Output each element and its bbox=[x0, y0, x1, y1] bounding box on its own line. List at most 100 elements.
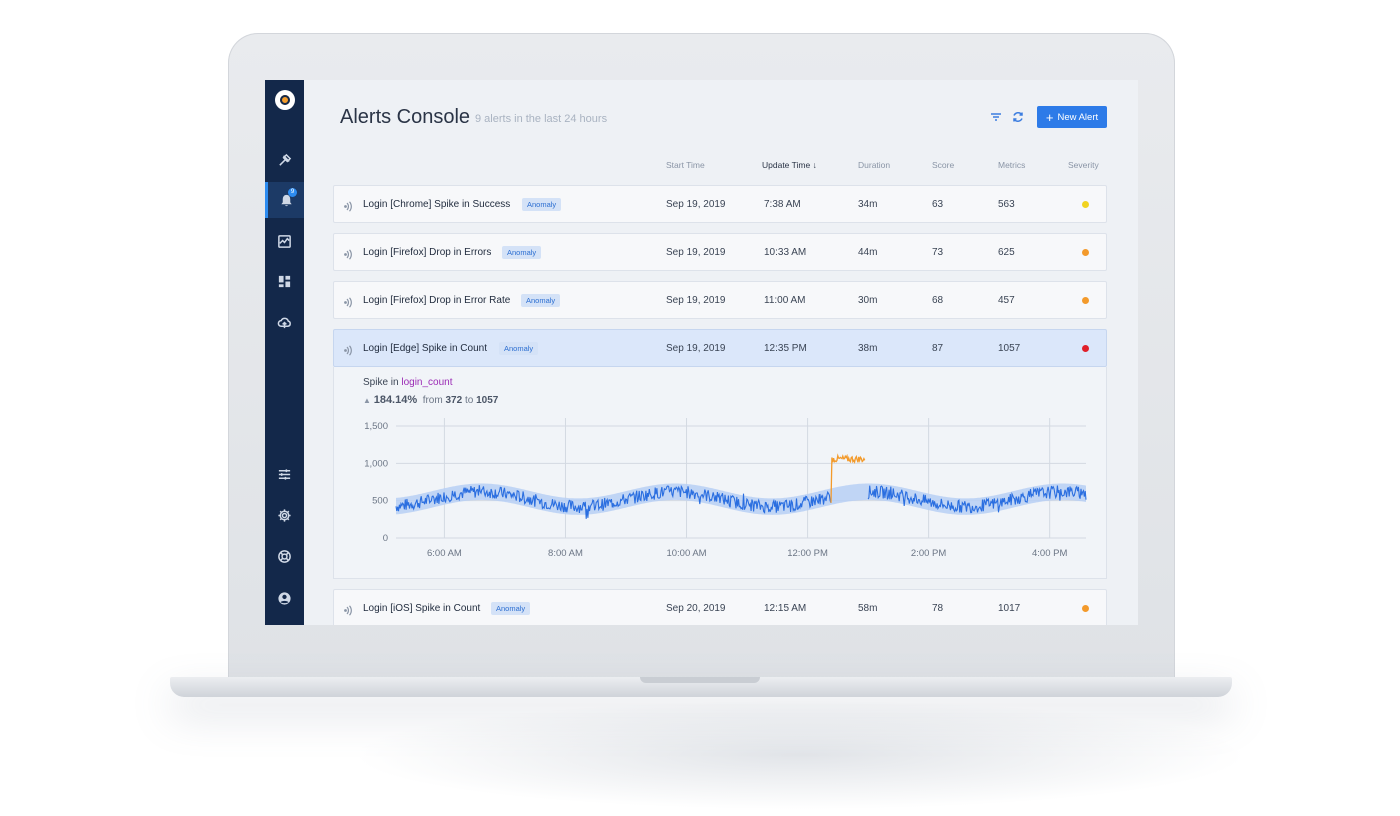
cloud-upload-icon[interactable] bbox=[265, 304, 304, 340]
update-time: 10:33 AM bbox=[764, 247, 807, 258]
metric-chart[interactable]: 1,500 1,000 500 0 6:00 AM 8:00 AM 10:00 AM 12:0… bbox=[334, 412, 1108, 579]
score: 63 bbox=[932, 199, 944, 210]
signal-icon bbox=[344, 343, 354, 356]
alert-name: Login [Edge] Spike in Count bbox=[363, 343, 487, 354]
start-time: Sep 19, 2019 bbox=[666, 295, 726, 306]
page-subtitle: 9 alerts in the last 24 hours bbox=[475, 113, 608, 125]
sort-down-icon: ↓ bbox=[812, 160, 817, 170]
new-alert-label: New Alert bbox=[1057, 111, 1099, 123]
signal-icon bbox=[344, 199, 354, 212]
metrics: 1057 bbox=[998, 343, 1021, 354]
start-time: Sep 19, 2019 bbox=[666, 199, 726, 210]
x-tick-label: 8:00 AM bbox=[548, 548, 583, 559]
alert-row[interactable]: Login [Edge] Spike in Count Anomaly Sep 19… bbox=[333, 329, 1107, 367]
metrics: 457 bbox=[998, 295, 1015, 306]
duration: 44m bbox=[858, 247, 878, 258]
severity-dot bbox=[1082, 297, 1089, 304]
sliders-icon[interactable] bbox=[265, 456, 304, 492]
explore-icon[interactable] bbox=[265, 142, 304, 178]
plus-icon: + bbox=[1045, 109, 1054, 125]
update-time: 7:38 AM bbox=[764, 199, 801, 210]
start-time: Sep 19, 2019 bbox=[666, 247, 726, 258]
spike-description: Spike in login_count bbox=[363, 377, 453, 388]
gear-icon[interactable] bbox=[265, 497, 304, 533]
laptop-notch bbox=[640, 677, 760, 683]
alert-name: Login [Firefox] Drop in Errors bbox=[363, 247, 492, 258]
score: 73 bbox=[932, 247, 944, 258]
col-score[interactable]: Score bbox=[932, 160, 955, 170]
anomaly-tag: Anomaly bbox=[499, 342, 539, 355]
alert-row[interactable]: Login [Firefox] Drop in Errors Anomaly Sep… bbox=[333, 233, 1107, 271]
sidebar: 9 bbox=[265, 80, 304, 625]
y-tick-label: 500 bbox=[372, 496, 388, 507]
activity-icon[interactable] bbox=[265, 223, 304, 259]
anomaly-tag: Anomaly bbox=[491, 602, 531, 615]
col-metrics[interactable]: Metrics bbox=[998, 160, 1026, 170]
x-tick-label: 6:00 AM bbox=[427, 548, 462, 559]
page-title: Alerts Console bbox=[340, 106, 471, 128]
from-value: 372 bbox=[445, 395, 463, 406]
spike-delta: ▲ 184.14% from 372 to 1057 bbox=[363, 394, 498, 406]
main-panel: Alerts Console 9 alerts in the last 24 h… bbox=[304, 80, 1138, 625]
severity-dot bbox=[1082, 605, 1089, 612]
laptop-base bbox=[170, 677, 1232, 697]
col-severity[interactable]: Severity bbox=[1068, 160, 1099, 170]
to-label: to bbox=[464, 395, 474, 406]
refresh-icon[interactable] bbox=[1011, 110, 1025, 124]
col-update-time[interactable]: Update Time ↓ bbox=[762, 160, 817, 170]
x-tick-label: 4:00 PM bbox=[1032, 548, 1067, 559]
login-count-series bbox=[395, 484, 1087, 519]
x-tick-label: 12:00 PM bbox=[787, 548, 828, 559]
update-time: 11:00 AM bbox=[764, 295, 806, 306]
duration: 34m bbox=[858, 199, 878, 210]
duration: 38m bbox=[858, 343, 878, 354]
new-alert-button[interactable]: + New Alert bbox=[1037, 106, 1107, 128]
start-time: Sep 20, 2019 bbox=[666, 603, 726, 614]
col-update-time-label: Update Time bbox=[762, 160, 811, 170]
duration: 58m bbox=[858, 603, 878, 614]
alert-name: Login [Chrome] Spike in Success bbox=[363, 199, 511, 210]
from-label: from bbox=[422, 395, 443, 406]
alert-name: Login [iOS] Spike in Count bbox=[363, 603, 481, 614]
metrics: 625 bbox=[998, 247, 1015, 258]
severity-dot bbox=[1082, 249, 1089, 256]
user-icon[interactable] bbox=[265, 580, 304, 616]
signal-icon bbox=[344, 295, 354, 308]
score: 87 bbox=[932, 343, 944, 354]
score: 78 bbox=[932, 603, 944, 614]
y-tick-label: 1,000 bbox=[364, 458, 388, 469]
alerts-badge: 9 bbox=[288, 188, 297, 197]
spike-metric-link[interactable]: login_count bbox=[401, 377, 453, 388]
anomaly-tag: Anomaly bbox=[502, 246, 542, 259]
anomaly-series bbox=[830, 453, 866, 503]
metrics: 1017 bbox=[998, 603, 1021, 614]
alert-row[interactable]: Login [Chrome] Spike in Success Anomaly Se… bbox=[333, 185, 1107, 223]
alerts-icon[interactable]: 9 bbox=[265, 182, 304, 218]
alert-row[interactable]: Login [Firefox] Drop in Error Rate Anomal… bbox=[333, 281, 1107, 319]
anomaly-tag: Anomaly bbox=[521, 294, 561, 307]
severity-dot bbox=[1082, 201, 1089, 208]
alert-name: Login [Firefox] Drop in Error Rate bbox=[363, 295, 511, 306]
x-tick-label: 10:00 AM bbox=[666, 548, 706, 559]
delta-percent: 184.14% bbox=[373, 394, 418, 406]
filter-icon[interactable] bbox=[989, 110, 1003, 124]
expected-range-band bbox=[396, 483, 1086, 515]
duration: 30m bbox=[858, 295, 878, 306]
laptop-shadow bbox=[350, 700, 1250, 810]
support-icon[interactable] bbox=[265, 538, 304, 574]
y-tick-label: 1,500 bbox=[364, 421, 388, 432]
col-start-time[interactable]: Start Time bbox=[666, 160, 705, 170]
alert-detail-panel: Spike in login_count ▲ 184.14% from 372 … bbox=[333, 367, 1107, 579]
logo-icon bbox=[275, 90, 295, 110]
update-time: 12:15 AM bbox=[764, 603, 807, 614]
arrow-up-icon: ▲ bbox=[363, 396, 371, 405]
dashboard-icon[interactable] bbox=[265, 263, 304, 299]
metrics: 563 bbox=[998, 199, 1015, 210]
update-time: 12:35 PM bbox=[764, 343, 807, 354]
signal-icon bbox=[344, 603, 354, 616]
col-duration[interactable]: Duration bbox=[858, 160, 891, 170]
screen: 9 Alerts Console 9 alerts in the last 24… bbox=[265, 80, 1138, 625]
alert-row[interactable]: Login [iOS] Spike in Count Anomaly Sep 20,… bbox=[333, 589, 1107, 625]
score: 68 bbox=[932, 295, 944, 306]
spike-prefix: Spike in bbox=[363, 377, 399, 388]
